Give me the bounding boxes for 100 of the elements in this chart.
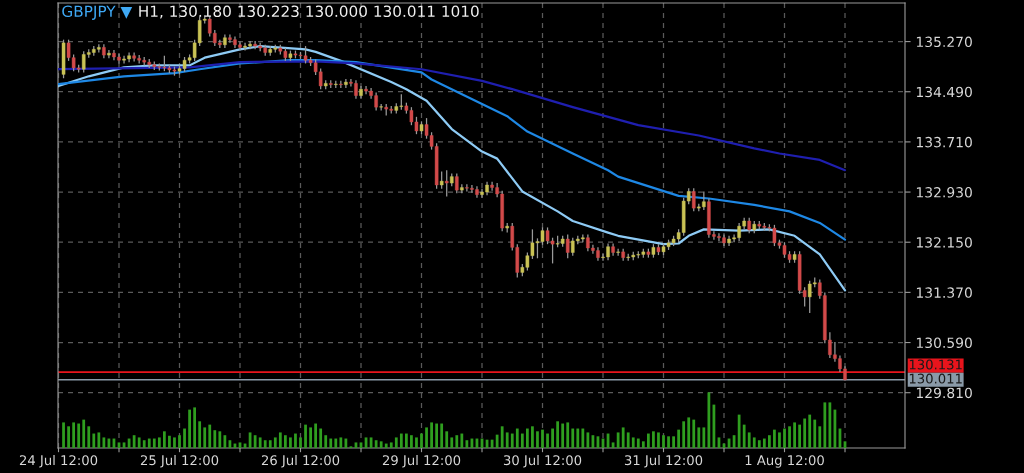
bar	[566, 422, 570, 448]
bar	[394, 437, 398, 448]
bar	[798, 424, 802, 448]
bar	[672, 436, 675, 448]
bar	[294, 433, 297, 448]
bar	[213, 430, 217, 448]
bar	[757, 440, 761, 448]
bar	[404, 433, 408, 448]
line-series	[58, 60, 847, 172]
x-tick-label: 24 Jul 12:00	[19, 454, 98, 468]
bar	[626, 432, 630, 448]
chart-title: GBPJPY ▼	[62, 5, 133, 20]
bar	[162, 431, 166, 448]
bar	[677, 429, 681, 448]
bar	[208, 424, 212, 448]
bar	[218, 431, 222, 448]
bar	[147, 438, 151, 448]
bar	[384, 443, 388, 448]
bar	[515, 428, 519, 448]
bar	[72, 422, 76, 448]
bar	[445, 431, 449, 448]
bar	[203, 427, 207, 448]
bar	[525, 428, 529, 448]
bar	[82, 419, 86, 448]
candlestick	[691, 187, 696, 212]
candlestick	[455, 172, 459, 194]
bar	[132, 435, 136, 448]
y-tick-label: 131.370	[916, 287, 972, 298]
bar	[561, 423, 565, 448]
bar	[304, 424, 307, 448]
bar	[621, 427, 625, 448]
bar	[500, 426, 504, 448]
bar	[314, 423, 318, 448]
bar	[67, 426, 70, 448]
bar	[747, 432, 751, 448]
bar	[778, 432, 781, 448]
bar	[268, 440, 272, 448]
bar	[692, 419, 696, 448]
bar	[173, 437, 176, 448]
bar	[556, 421, 560, 448]
bar	[465, 440, 469, 448]
bar	[541, 429, 544, 448]
line-series	[58, 44, 847, 292]
bar	[742, 424, 746, 448]
bar	[702, 427, 706, 448]
bar	[198, 421, 202, 448]
bar	[97, 432, 101, 448]
bar	[152, 438, 156, 448]
bar	[752, 437, 756, 448]
bar	[697, 427, 701, 448]
bar	[420, 433, 423, 448]
bar	[399, 433, 403, 448]
bar	[823, 402, 827, 448]
bar	[581, 428, 585, 448]
y-tick-label: 130.590	[916, 337, 972, 349]
x-tick-label: 29 Jul 12:00	[382, 454, 461, 468]
bar	[571, 428, 575, 448]
bar	[258, 437, 262, 448]
candlestick	[107, 49, 111, 59]
bar	[430, 422, 433, 448]
bar	[773, 429, 776, 448]
bar	[379, 441, 383, 448]
bar	[278, 432, 282, 448]
bar	[707, 392, 711, 448]
bar	[808, 414, 812, 448]
bar	[440, 423, 444, 448]
bar	[435, 423, 439, 448]
ref-line-label: 130.011	[909, 373, 962, 384]
bar	[415, 437, 418, 448]
ref-line-label: 130.131	[909, 359, 962, 370]
bar	[788, 426, 791, 448]
x-tick-label: 25 Jul 12:00	[140, 454, 219, 468]
bar	[783, 428, 786, 448]
bar	[818, 426, 822, 448]
bar	[324, 435, 328, 448]
candlestick	[565, 233, 570, 259]
y-tick-label: 135.270	[916, 36, 972, 48]
x-tick-label: 31 Jul 12:00	[624, 454, 703, 468]
bar	[546, 433, 549, 448]
bar	[344, 438, 348, 448]
bar	[374, 440, 378, 448]
bar	[576, 428, 580, 448]
bar	[828, 402, 832, 448]
bar	[682, 421, 686, 448]
bar	[531, 426, 534, 448]
chart-subtitle: H1, 130.180 130.223 130.000 130.011 1010	[139, 5, 479, 19]
y-tick-label: 132.930	[916, 187, 972, 198]
bar	[87, 426, 91, 448]
bar	[299, 437, 302, 448]
bar	[737, 414, 741, 448]
y-tick-label: 129.810	[916, 387, 972, 399]
bar	[641, 441, 645, 448]
bar	[183, 428, 186, 448]
bar	[667, 436, 670, 448]
bar	[652, 431, 655, 448]
bar	[389, 442, 393, 448]
bar	[289, 437, 292, 448]
bar	[767, 435, 771, 448]
bar	[309, 427, 312, 448]
bar	[510, 433, 514, 448]
